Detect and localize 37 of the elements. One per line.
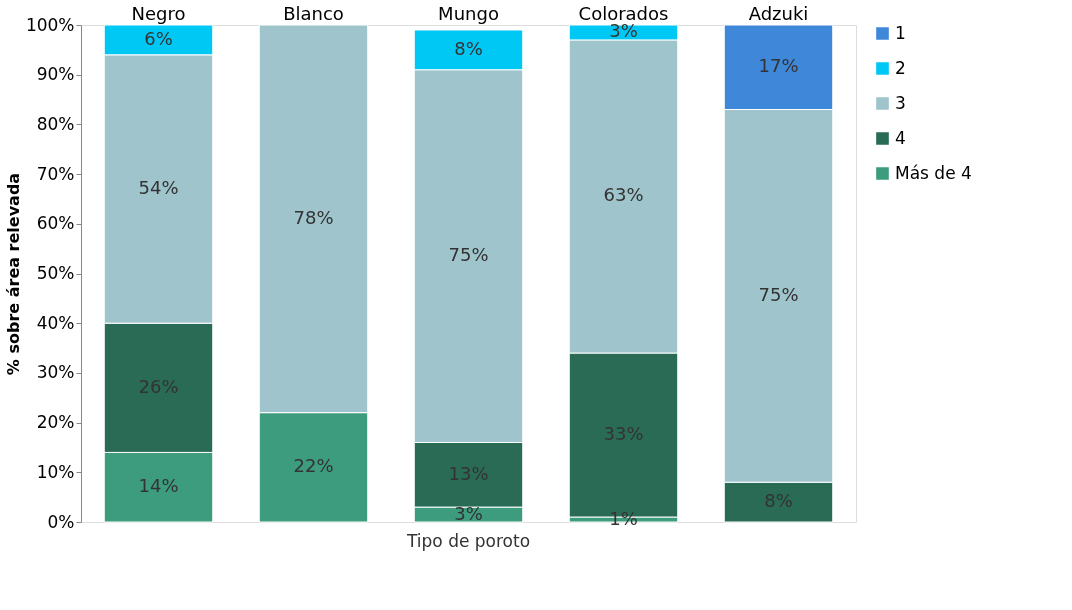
y-tick-label: 70% [36,163,75,184]
y-tick-label: 30% [36,362,75,383]
data-label: 17% [758,55,799,77]
x-axis-title: Tipo de poroto [405,531,531,551]
data-label: 14% [138,475,179,497]
legend-label: 4 [895,127,906,148]
data-label: 63% [603,184,644,206]
y-tick-label: 50% [36,263,75,283]
x-tick-label: Blanco [283,2,344,24]
y-tick-label: 90% [36,64,75,85]
y-tick-label: 80% [36,113,75,134]
x-tick-label: Adzuki [748,2,809,24]
data-label: 26% [138,375,179,397]
legend-label: Más de 4 [895,162,972,183]
data-label: 6% [144,27,173,49]
data-label: 75% [448,244,489,266]
y-tick-label: 40% [36,312,75,333]
data-label: 78% [293,206,334,228]
y-tick-label: 20% [36,412,75,433]
data-label: 22% [293,455,334,477]
y-axis-title: % sobre área relevada [3,172,23,376]
y-tick-label: 60% [36,213,75,234]
data-label: 3% [454,502,483,524]
legend-label: 2 [895,57,906,78]
x-tick-label: Negro [131,2,186,24]
data-label: 33% [603,423,644,445]
legend-label: 1 [895,22,906,43]
y-tick-label: 100% [25,14,75,35]
legend-label: 3 [895,92,906,113]
data-label: 75% [758,283,799,305]
data-label: 8% [764,490,793,512]
data-label: 54% [138,177,179,199]
y-tick-label: 0% [47,511,75,532]
data-label: 13% [448,462,489,484]
x-tick-label: Mungo [438,2,499,24]
y-tick-label: 10% [36,461,75,482]
data-label: 8% [454,37,483,59]
